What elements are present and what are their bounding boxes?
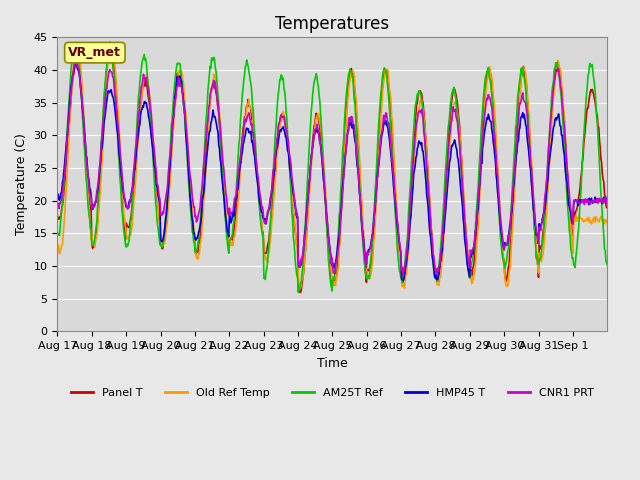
Title: Temperatures: Temperatures (275, 15, 389, 33)
Legend: Panel T, Old Ref Temp, AM25T Ref, HMP45 T, CNR1 PRT: Panel T, Old Ref Temp, AM25T Ref, HMP45 … (67, 383, 598, 402)
Text: VR_met: VR_met (68, 46, 121, 59)
X-axis label: Time: Time (317, 357, 348, 370)
Y-axis label: Temperature (C): Temperature (C) (15, 133, 28, 235)
